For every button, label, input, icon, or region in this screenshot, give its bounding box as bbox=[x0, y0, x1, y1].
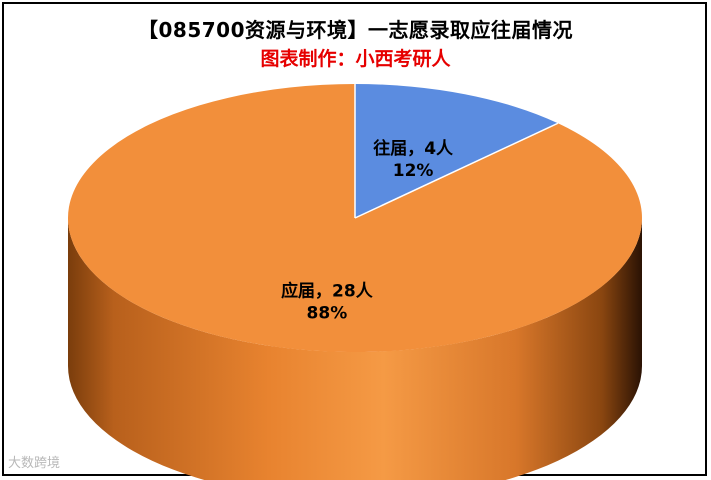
chart-subtitle: 图表制作：小西考研人 bbox=[260, 48, 451, 70]
pie-side-wall bbox=[68, 218, 642, 480]
pie-side-group bbox=[68, 218, 642, 480]
slice-percent-1: 88% bbox=[307, 304, 348, 324]
watermark: 大数跨境 bbox=[8, 456, 61, 471]
chart-title: 【085700资源与环境】一志愿录取应往届情况 bbox=[138, 18, 573, 42]
slice-label-0: 往届，4人 bbox=[373, 138, 454, 159]
slice-separator-1 bbox=[354, 122, 559, 219]
slice-label-1: 应届，28人 bbox=[281, 281, 374, 302]
slice-percent-0: 12% bbox=[393, 161, 434, 181]
pie-slice-wangjie bbox=[355, 84, 558, 218]
pie-top-group bbox=[67, 84, 643, 352]
